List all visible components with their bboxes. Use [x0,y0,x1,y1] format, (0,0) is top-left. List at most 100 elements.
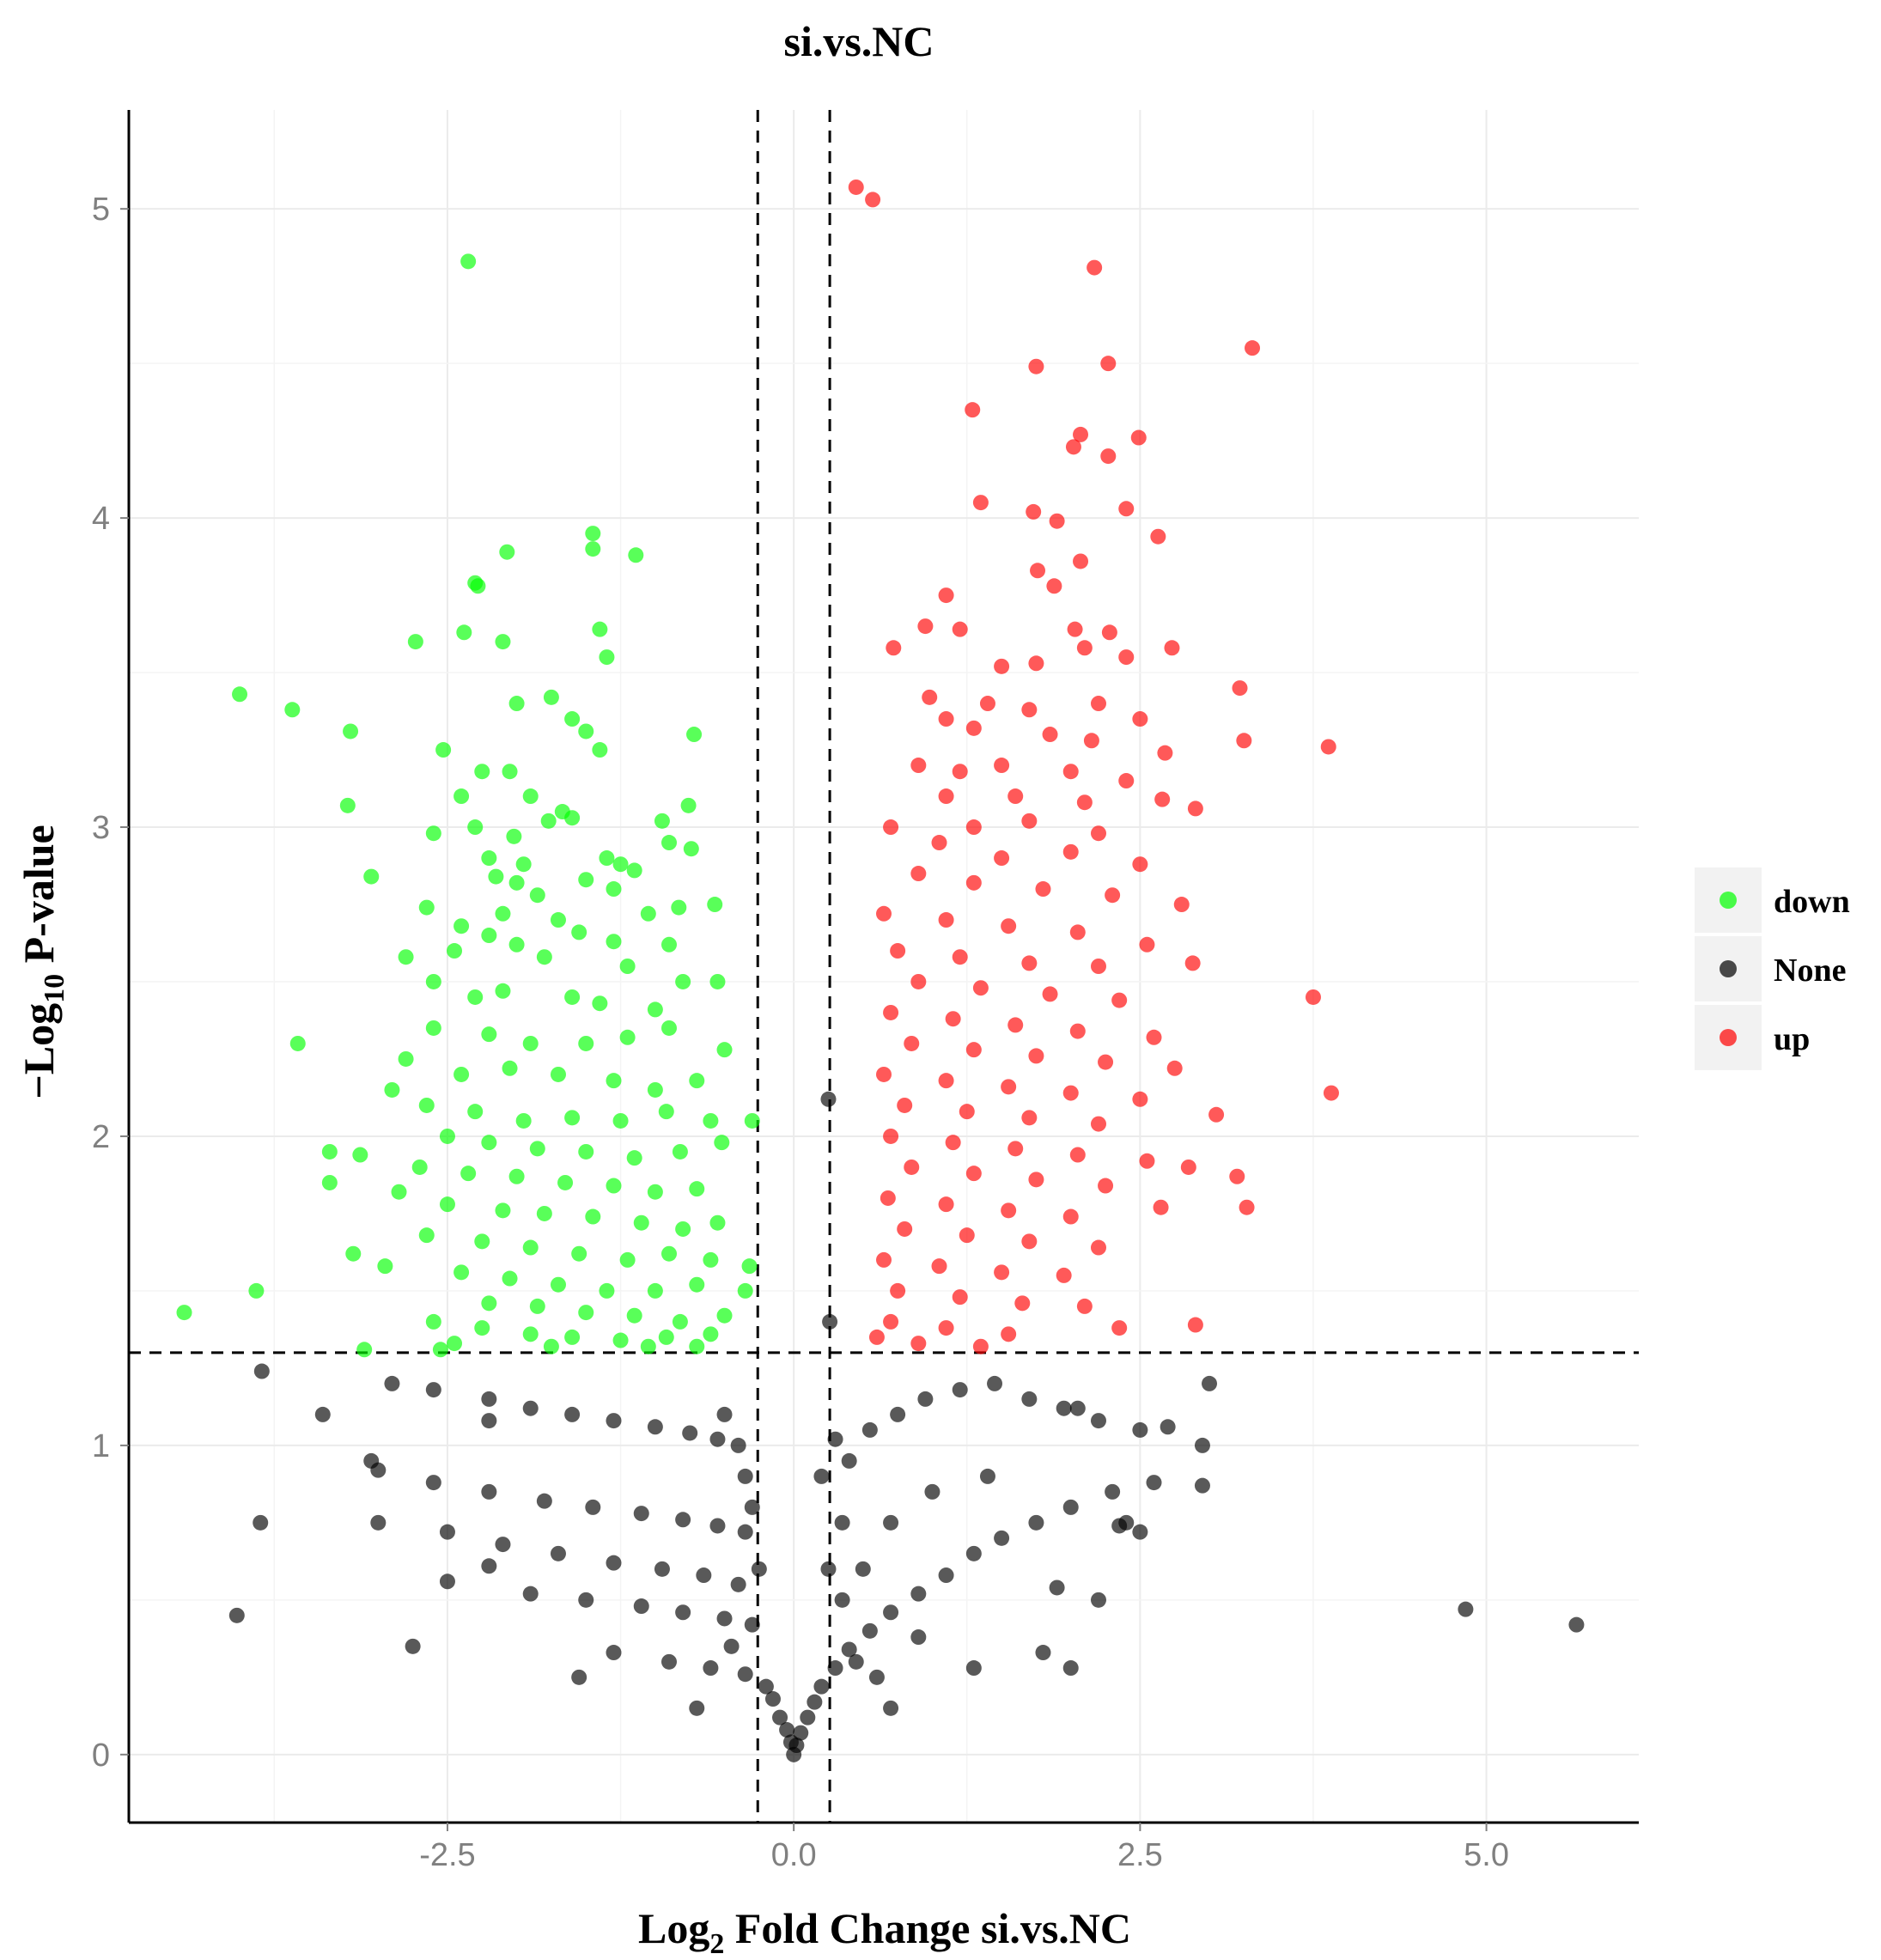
point-up [865,192,881,208]
point-down [550,1276,566,1293]
point-none [495,1537,511,1553]
point-none [813,1678,830,1695]
point-up [1007,1017,1024,1033]
point-down [454,918,470,934]
point-up [1208,1106,1225,1123]
point-none [1035,1645,1051,1661]
point-down [672,1143,688,1160]
point-up [1173,897,1190,913]
point-down [467,819,484,836]
point-up [1139,1153,1155,1169]
point-up [1153,1199,1169,1215]
point-down [384,1081,400,1098]
point-none [890,1406,906,1422]
point-down [606,881,622,898]
point-none [827,1660,843,1677]
point-down [689,1073,705,1089]
point-down [612,1112,629,1129]
point-down [495,983,511,999]
point-up [1065,439,1081,455]
point-up [965,874,982,891]
x-axis-title: Log2 Fold Change si.vs.NC [638,1904,1131,1960]
point-none [841,1641,857,1658]
point-up [1001,1326,1017,1342]
point-none [703,1660,719,1677]
point-up [1021,702,1038,718]
point-down [628,547,644,563]
point-none [813,1468,830,1484]
point-up [1118,501,1135,517]
point-none [820,1091,837,1107]
point-down [536,949,552,965]
point-none [737,1524,753,1540]
point-none [965,1660,982,1677]
point-none [522,1400,539,1416]
point-up [917,618,934,635]
point-none [564,1406,581,1422]
point-none [924,1483,940,1500]
point-down [529,1298,545,1314]
point-up [904,1035,920,1051]
point-none [1090,1413,1106,1429]
point-down [550,1066,566,1082]
point-up [1076,1298,1093,1314]
point-down [411,1159,428,1175]
point-down [671,899,687,916]
y-tick-label: 3 [92,810,110,846]
point-up [1090,825,1106,842]
point-up [1073,426,1089,442]
point-none [536,1493,552,1509]
point-none [370,1514,387,1531]
point-up [1154,791,1171,807]
point-down [522,1035,539,1051]
point-up [1090,1239,1106,1256]
point-up [1166,1060,1183,1076]
point-down [495,905,511,922]
point-up [938,711,954,727]
point-up [883,1313,899,1330]
point-none [578,1592,594,1608]
point-none [952,1382,968,1398]
point-up [972,980,989,996]
point-up [1028,655,1044,672]
point-down [284,702,301,718]
point-none [807,1694,823,1710]
point-down [689,1276,705,1293]
point-down [585,541,601,557]
point-none [405,1638,421,1654]
point-up [876,1066,892,1082]
point-down [633,1214,649,1231]
legend-label-up: up [1774,1021,1810,1057]
point-up [1001,1079,1017,1095]
point-up [1101,624,1117,641]
point-up [1229,1168,1245,1184]
point-none [606,1413,622,1429]
point-up [883,819,899,836]
point-up [1239,1199,1255,1215]
point-down [522,1239,539,1256]
point-down [626,1150,642,1166]
point-down [626,1307,642,1324]
point-down [488,868,504,885]
point-up [910,1336,927,1352]
point-down [352,1147,368,1163]
point-up [1069,1147,1086,1163]
point-down [619,959,636,974]
point-down [564,711,581,727]
point-none [1021,1391,1038,1407]
point-down [467,1104,484,1120]
point-down [377,1258,393,1275]
point-none [633,1506,649,1522]
point-down [564,989,581,1005]
point-up [1028,1048,1044,1064]
point-none [737,1468,753,1484]
point-none [253,1363,270,1379]
point-none [314,1406,331,1422]
legend-marker-up [1720,1029,1737,1046]
point-up [1118,773,1135,789]
point-up [938,587,954,604]
point-down [460,1166,477,1182]
point-up [1026,503,1042,520]
x-tick-label: 0.0 [771,1837,817,1873]
point-none [758,1678,774,1695]
